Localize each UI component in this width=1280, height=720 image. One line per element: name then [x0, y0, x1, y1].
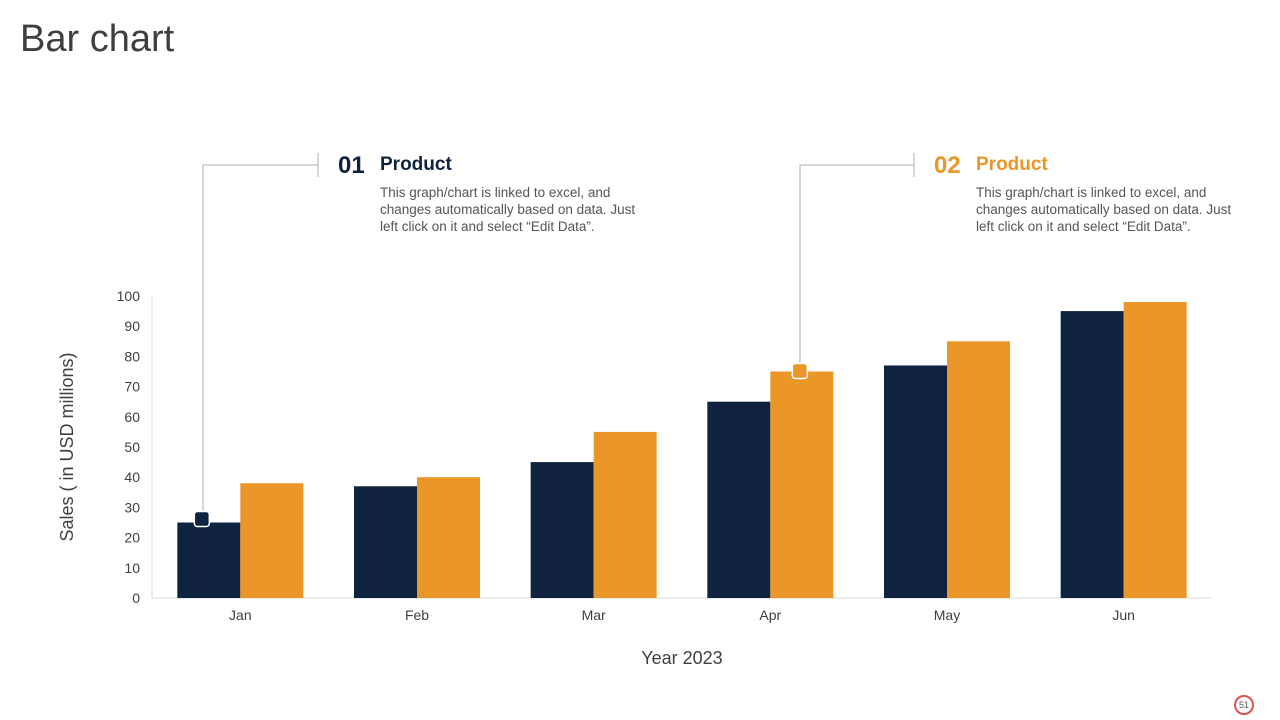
y-tick-label: 0	[132, 590, 140, 606]
x-tick-label: Mar	[582, 607, 606, 623]
x-tick-label: May	[934, 607, 960, 623]
bar-jun-series-1	[1060, 311, 1124, 598]
bar-feb-series-2	[417, 477, 480, 598]
y-tick-label: 90	[124, 318, 140, 334]
callout-number: 01	[338, 152, 365, 179]
callout-heading: Product	[380, 154, 452, 175]
y-tick-label: 20	[124, 530, 140, 546]
y-tick-label: 40	[124, 469, 140, 485]
x-tick-label: Jan	[229, 607, 252, 623]
bar-jan-series-2	[240, 483, 304, 598]
callout-1-connector	[202, 164, 318, 520]
bar-mar-series-2	[593, 431, 657, 598]
y-tick-label: 60	[124, 409, 140, 425]
y-tick-label: 100	[117, 288, 141, 304]
bar-may-series-2	[947, 341, 1010, 598]
bar-jan-series-1	[177, 522, 241, 598]
callout-1-marker	[193, 510, 211, 528]
x-tick-label: Jun	[1112, 607, 1135, 623]
callout-2-marker	[791, 362, 809, 380]
callout-description: This graph/chart is linked to excel, and…	[976, 185, 1232, 234]
bar-may-series-1	[884, 365, 947, 598]
bar-mar-series-1	[530, 462, 594, 598]
page-title: Bar chart	[20, 18, 175, 60]
x-tick-label: Apr	[759, 607, 781, 623]
bar-jun-series-2	[1123, 302, 1187, 598]
bar-apr-series-1	[707, 401, 771, 598]
y-tick-label: 80	[124, 348, 140, 364]
callout-description: This graph/chart is linked to excel, and…	[380, 185, 636, 234]
x-axis-title: Year 2023	[641, 648, 722, 668]
bar-feb-series-1	[354, 486, 417, 598]
callout-heading: Product	[976, 154, 1048, 175]
x-tick-label: Feb	[405, 607, 429, 623]
y-tick-label: 50	[124, 439, 140, 455]
callout-2-connector	[799, 164, 914, 372]
bar-apr-series-2	[770, 371, 834, 598]
callout-number: 02	[934, 152, 961, 179]
page-number-badge: 51	[1234, 695, 1254, 715]
y-tick-label: 30	[124, 499, 140, 515]
y-tick-label: 10	[124, 560, 140, 576]
y-tick-label: 70	[124, 379, 140, 395]
y-axis-title: Sales ( in USD millions)	[57, 352, 77, 541]
